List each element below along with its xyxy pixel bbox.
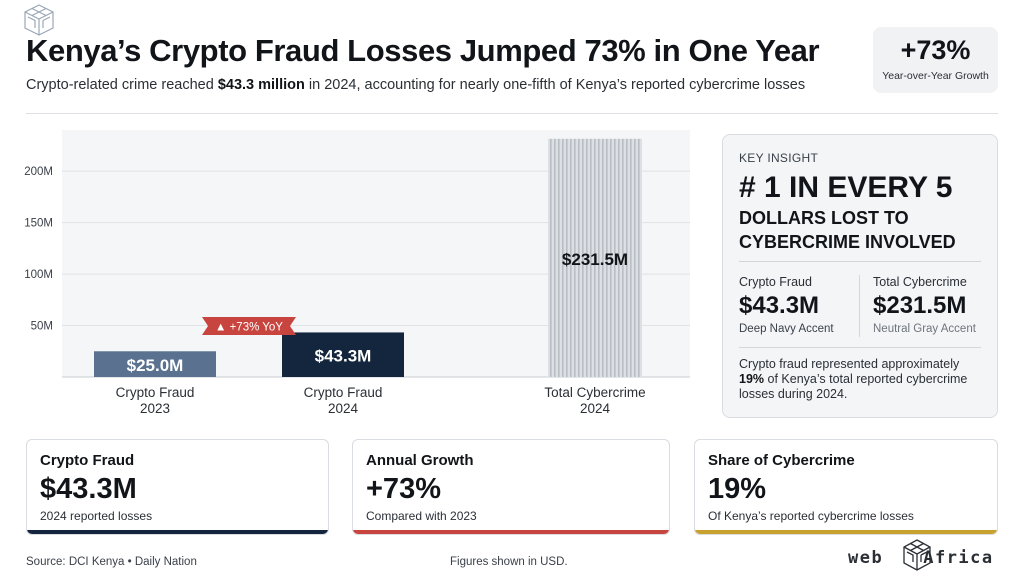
brand-logo-icon — [24, 4, 54, 36]
y-tick-label: 50M — [31, 321, 53, 333]
card-label: Annual Growth — [366, 452, 474, 469]
x-tick-label: 2023 — [140, 401, 170, 416]
insight-left-value: $43.3M — [739, 292, 820, 319]
bar-value-label: $43.3M — [315, 347, 372, 366]
header-divider — [26, 113, 998, 114]
key-insight-panel: KEY INSIGHT # 1 IN EVERY 5 DOLLARS LOST … — [722, 134, 998, 418]
x-tick-label: Crypto Fraud — [304, 385, 383, 400]
x-tick-label: Total Cybercrime — [544, 385, 645, 400]
insight-column-divider — [859, 275, 860, 337]
y-tick-label: 100M — [24, 269, 53, 281]
insight-subhead: DOLLARS LOST TO CYBERCRIME INVOLVED — [739, 208, 956, 252]
insight-crypto-fraud: Crypto Fraud $43.3M Deep Navy Accent — [739, 275, 834, 335]
card-accent-bar — [353, 530, 669, 534]
bar — [548, 138, 642, 377]
badge-label: Year-over-Year Growth — [882, 70, 989, 82]
insight-left-note: Deep Navy Accent — [739, 323, 834, 335]
currency-note: Figures shown in USD. — [450, 556, 568, 568]
brand-cube-icon — [903, 539, 931, 571]
card-label: Share of Cybercrime — [708, 452, 855, 469]
card-accent-bar — [27, 530, 328, 534]
bar-chart: 50M 100M 150M 200M $25.0M $43.3M $231.5M ▲ +7… — [24, 130, 690, 416]
stat-card-crypto-fraud: Crypto Fraud $43.3M 2024 reported losses — [26, 439, 329, 535]
y-tick-label: 200M — [24, 166, 53, 178]
card-note: Of Kenya’s reported cybercrime losses — [708, 509, 914, 523]
insight-divider-bottom — [739, 347, 981, 348]
card-accent-bar — [695, 530, 997, 534]
insight-total-cybercrime: Total Cybercrime $231.5M Neutral Gray Ac… — [873, 275, 976, 335]
yoy-growth-badge: +73% Year-over-Year Growth — [873, 27, 998, 93]
insight-kicker: KEY INSIGHT — [739, 151, 819, 165]
card-value: +73% — [366, 473, 441, 505]
stat-card-share-of-cybercrime: Share of Cybercrime 19% Of Kenya’s repor… — [694, 439, 998, 535]
insight-text: Crypto fraud represented approximately 1… — [739, 357, 968, 401]
bar — [94, 351, 216, 377]
insight-right-note: Neutral Gray Accent — [873, 323, 976, 335]
card-value: 19% — [708, 473, 767, 505]
card-note: Compared with 2023 — [366, 509, 477, 523]
bar — [282, 332, 404, 377]
card-value: $43.3M — [40, 473, 137, 505]
insight-right-value: $231.5M — [873, 292, 967, 319]
source-note: Source: DCI Kenya • Daily Nation — [26, 556, 197, 568]
brand-watermark: web Africa — [848, 538, 1008, 574]
badge-value: +73% — [900, 35, 971, 65]
card-note: 2024 reported losses — [40, 509, 153, 523]
x-tick-label: 2024 — [328, 401, 359, 416]
page-subtitle: Crypto-related crime reached $43.3 milli… — [26, 77, 806, 93]
x-tick-label: 2024 — [580, 401, 611, 416]
x-tick-label: Crypto Fraud — [116, 385, 195, 400]
card-label: Crypto Fraud — [40, 452, 135, 469]
insight-divider — [739, 261, 981, 262]
page-title: Kenya’s Crypto Fraud Losses Jumped 73% i… — [26, 33, 820, 68]
insight-left-label: Crypto Fraud — [739, 275, 812, 289]
bar-value-label: $25.0M — [127, 356, 184, 375]
brand-wordmark: web Africa — [848, 548, 994, 568]
y-tick-label: 150M — [24, 218, 53, 230]
insight-right-label: Total Cybercrime — [873, 275, 967, 289]
stat-card-annual-growth: Annual Growth +73% Compared with 2023 — [352, 439, 670, 535]
bar-value-label: $231.5M — [562, 250, 628, 269]
yoy-annotation-ribbon — [202, 317, 296, 335]
insight-headline: # 1 IN EVERY 5 — [739, 171, 953, 204]
yoy-annotation-label: ▲ +73% YoY — [215, 322, 283, 334]
